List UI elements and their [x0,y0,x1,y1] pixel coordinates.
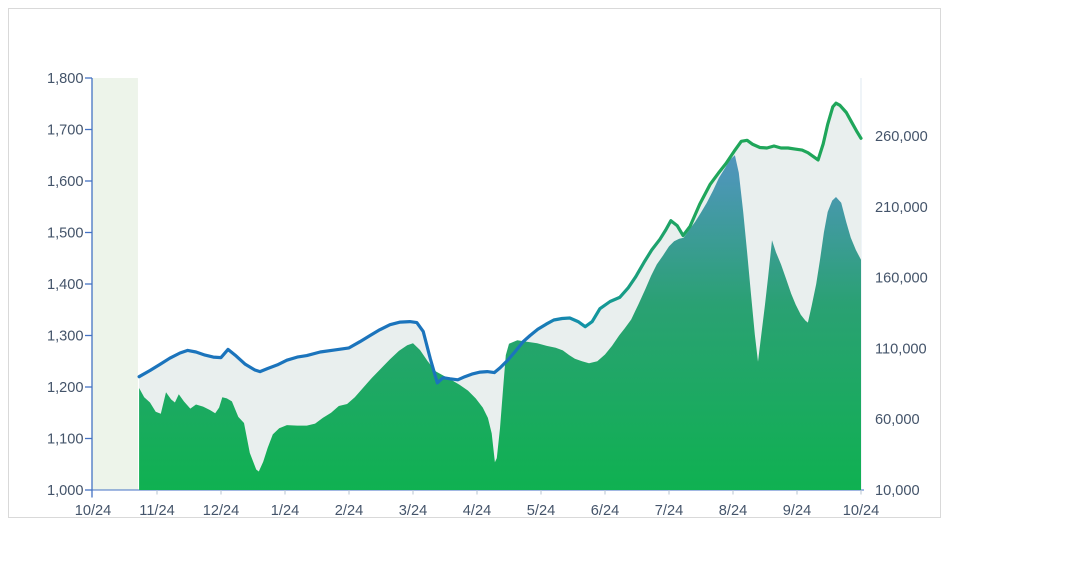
x-axis-label: 12/24 [203,503,240,519]
x-axis-label: 1/24 [271,503,299,519]
y-axis-left-label: 1,400 [47,277,84,293]
price-line-series [137,101,863,385]
y-axis-right-label: 60,000 [875,412,920,428]
x-axis-label: 10/24 [843,503,880,519]
volume-area-series [139,155,862,491]
y-axis-left-label: 1,200 [47,380,84,396]
y-axis-right-label: 210,000 [875,200,928,216]
x-axis-label: 6/24 [591,503,619,519]
x-axis-label: 7/24 [655,503,683,519]
x-axis-label: 4/24 [463,503,491,519]
x-axis-label: 5/24 [527,503,555,519]
x-axis-label: 9/24 [783,503,811,519]
x-axis-label: 3/24 [399,503,427,519]
x-axis-label: 2/24 [335,503,363,519]
x-axis-label: 11/24 [139,503,174,519]
y-axis-right-label: 110,000 [875,341,927,357]
y-axis-left-label: 1,000 [47,483,84,499]
y-axis-right-label: 160,000 [875,271,928,287]
y-axis-right-label: 260,000 [875,129,928,145]
y-axis-left-label: 1,800 [47,71,84,87]
x-axis-label: 10/24 [75,503,112,519]
y-axis-left-label: 1,100 [47,432,84,448]
y-axis-left-label: 1,600 [47,174,84,190]
y-axis-left-label: 1,700 [47,123,84,139]
y-axis-left-label: 1,300 [47,329,84,345]
x-axis-label: 8/24 [719,503,747,519]
highlight-band [92,78,138,490]
y-axis-right-label: 10,000 [875,483,920,499]
y-axis-left-label: 1,500 [47,226,84,242]
